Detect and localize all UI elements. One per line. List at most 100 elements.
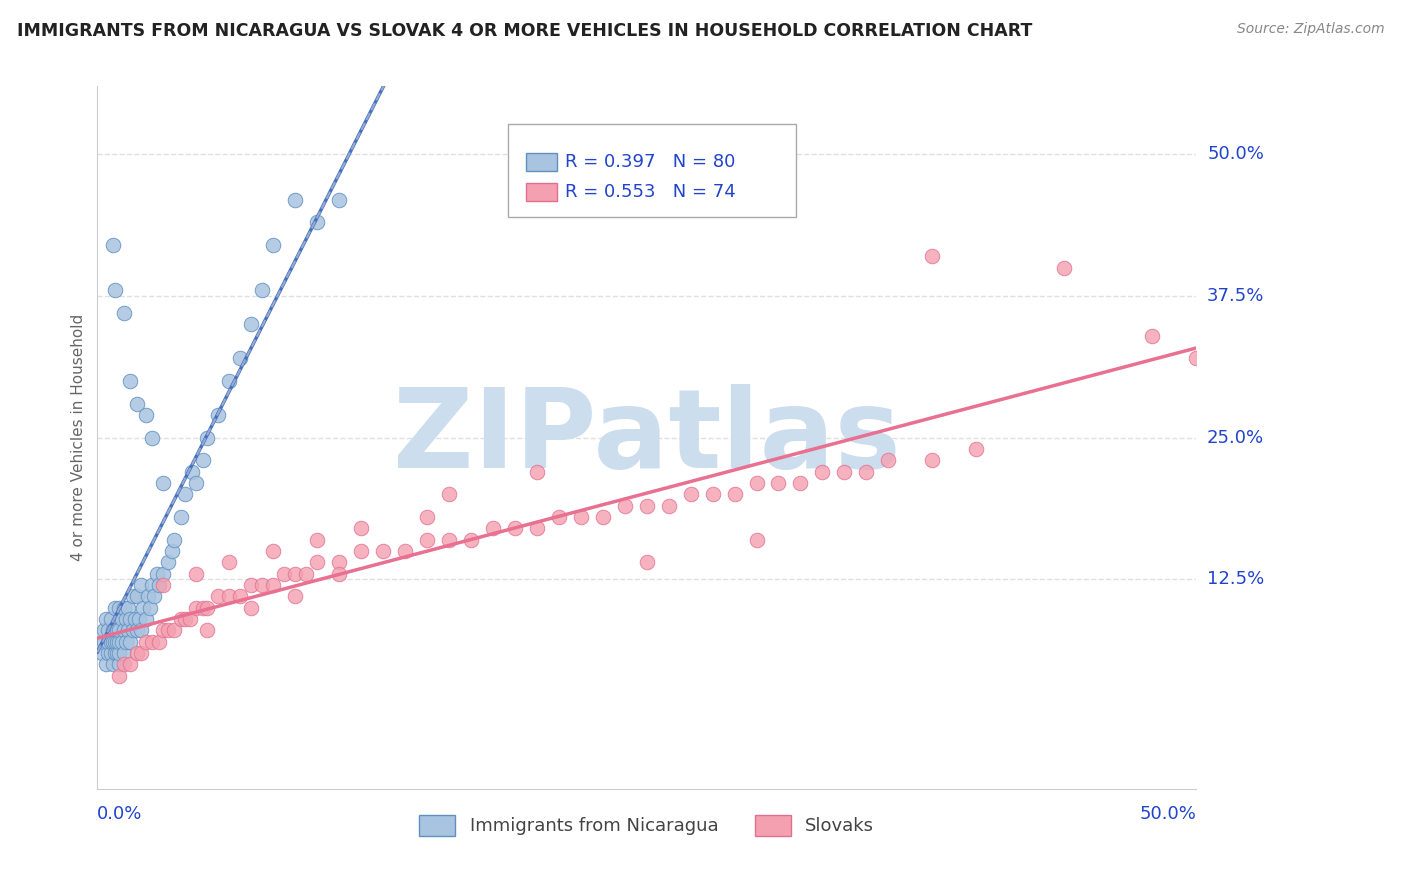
Point <box>160 544 183 558</box>
Point <box>186 600 208 615</box>
Point <box>156 624 179 638</box>
Point <box>163 624 186 638</box>
Point <box>125 397 148 411</box>
Point <box>112 306 135 320</box>
Point <box>108 657 131 672</box>
Point <box>350 521 373 535</box>
Point <box>104 283 127 297</box>
Point <box>148 634 170 648</box>
Point <box>100 646 122 660</box>
Point <box>207 589 229 603</box>
Point <box>129 624 152 638</box>
Point <box>1053 260 1076 275</box>
Text: 12.5%: 12.5% <box>1208 570 1264 589</box>
Point <box>250 283 273 297</box>
Point <box>105 634 128 648</box>
Point <box>100 612 122 626</box>
Point <box>307 533 329 547</box>
Point <box>105 646 128 660</box>
Point <box>152 475 174 490</box>
Point <box>636 555 658 569</box>
Point <box>191 453 214 467</box>
Point <box>129 646 152 660</box>
Point <box>104 646 127 660</box>
Point <box>262 544 284 558</box>
Point <box>262 578 284 592</box>
Text: ZIPatlas: ZIPatlas <box>392 384 900 491</box>
Point <box>745 533 768 547</box>
Point <box>768 475 790 490</box>
Point <box>789 475 811 490</box>
Point <box>135 408 157 422</box>
Point <box>328 566 350 581</box>
Point <box>394 544 416 558</box>
Point <box>307 555 329 569</box>
Text: 25.0%: 25.0% <box>1208 429 1264 447</box>
Point <box>350 544 373 558</box>
Point <box>132 600 155 615</box>
Point <box>117 624 139 638</box>
Point <box>101 657 124 672</box>
Point <box>120 634 142 648</box>
Point <box>97 634 120 648</box>
Point <box>284 566 307 581</box>
Point <box>180 465 202 479</box>
Point <box>526 521 548 535</box>
Point <box>125 624 148 638</box>
Point <box>295 566 318 581</box>
Point <box>250 578 273 592</box>
Text: 0.0%: 0.0% <box>97 805 143 823</box>
Point <box>141 431 163 445</box>
Point <box>811 465 834 479</box>
Text: IMMIGRANTS FROM NICARAGUA VS SLOVAK 4 OR MORE VEHICLES IN HOUSEHOLD CORRELATION : IMMIGRANTS FROM NICARAGUA VS SLOVAK 4 OR… <box>17 22 1032 40</box>
Point <box>658 499 681 513</box>
Point <box>108 624 131 638</box>
Point <box>503 521 526 535</box>
Legend: Immigrants from Nicaragua, Slovaks: Immigrants from Nicaragua, Slovaks <box>412 808 882 843</box>
Point <box>371 544 394 558</box>
Point <box>145 566 167 581</box>
Point <box>117 600 139 615</box>
Point <box>174 612 197 626</box>
Point <box>148 578 170 592</box>
Point <box>104 600 127 615</box>
Point <box>104 624 127 638</box>
Point <box>110 612 132 626</box>
Point <box>636 499 658 513</box>
Point <box>97 624 120 638</box>
Point <box>97 646 120 660</box>
Text: 37.5%: 37.5% <box>1208 287 1264 305</box>
Point <box>218 374 240 388</box>
Point <box>128 612 150 626</box>
Point <box>108 668 131 682</box>
Point <box>262 238 284 252</box>
Point <box>105 624 128 638</box>
Point <box>108 646 131 660</box>
Point <box>240 578 263 592</box>
Point <box>437 533 460 547</box>
Point <box>921 453 943 467</box>
Text: 50.0%: 50.0% <box>1139 805 1197 823</box>
Point <box>101 624 124 638</box>
Point <box>143 589 166 603</box>
Point <box>877 453 900 467</box>
Point <box>855 465 877 479</box>
Point <box>152 566 174 581</box>
Point <box>834 465 856 479</box>
Point <box>141 578 163 592</box>
Point <box>93 624 115 638</box>
Point <box>94 657 117 672</box>
Point <box>482 521 505 535</box>
Point <box>152 578 174 592</box>
Point <box>284 193 307 207</box>
Point <box>121 624 143 638</box>
Point <box>273 566 295 581</box>
Point <box>156 555 179 569</box>
Text: 50.0%: 50.0% <box>1208 145 1264 163</box>
Text: R = 0.553   N = 74: R = 0.553 N = 74 <box>565 183 737 201</box>
Point <box>120 612 142 626</box>
Point <box>240 600 263 615</box>
Point <box>218 555 240 569</box>
Y-axis label: 4 or more Vehicles in Household: 4 or more Vehicles in Household <box>72 314 86 561</box>
Point <box>112 600 135 615</box>
